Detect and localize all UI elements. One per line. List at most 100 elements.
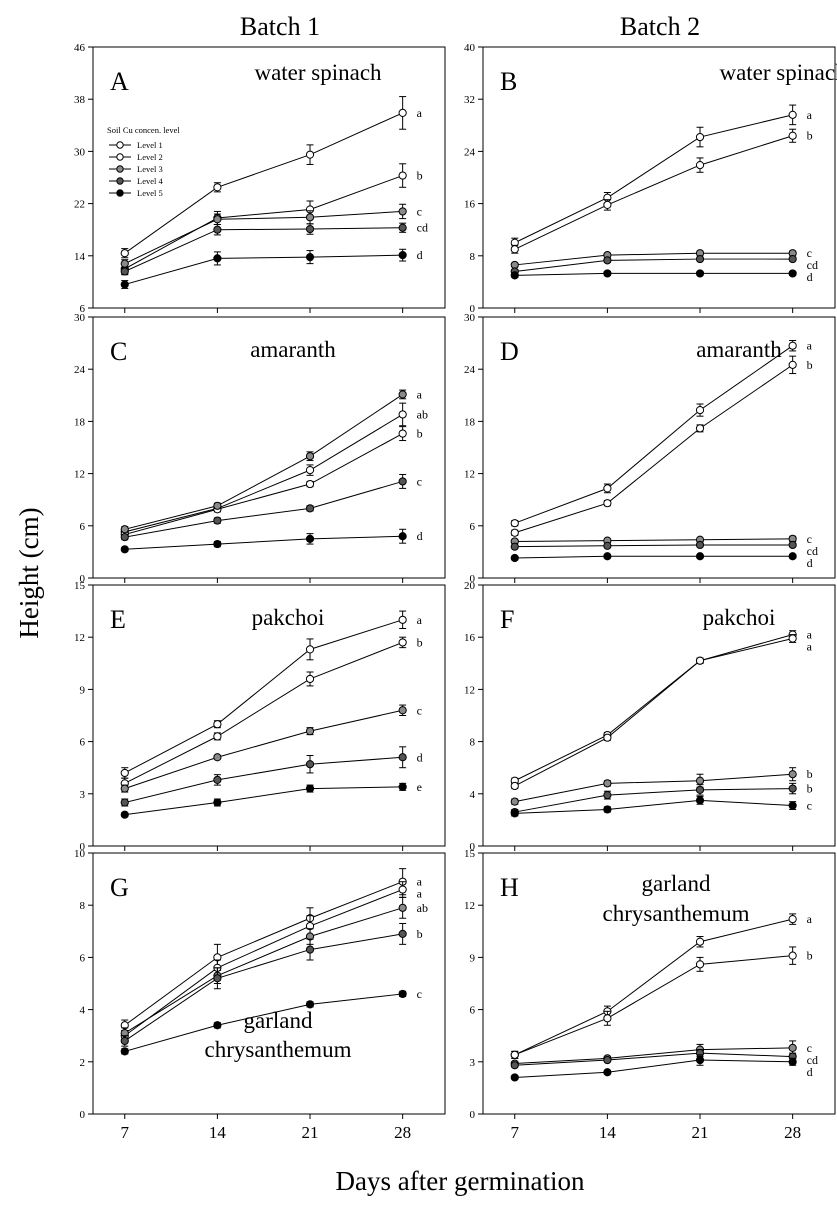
panel-g-sig-label-level-5: c — [417, 987, 422, 1001]
panel-h: 0 3 6 9 12 15 7 14 21 28 H garland chrysanthemum a b cc… — [464, 848, 836, 1142]
panel-d-series-level-2-point — [510, 528, 519, 537]
panel-d-series-level-4-point — [695, 540, 705, 550]
panel-b-series-level-3-line — [514, 252, 793, 266]
panel-d-ytick-label: 24 — [464, 364, 476, 376]
panel-e-sig-label-level-2: b — [417, 635, 423, 649]
panel-d-sig-label-level-1: a — [807, 339, 813, 353]
panel-f-sig-label-level-3: b — [807, 767, 813, 781]
panel-e-ytick-label: 9 — [80, 684, 86, 696]
panel-h-sig-label-level-3: c — [807, 1041, 812, 1055]
panel-h-series-level-5-point — [510, 1073, 519, 1082]
panel-e-series-level-5-point — [305, 784, 315, 793]
panel-a-sig-label-level-2: b — [417, 169, 423, 183]
panel-a-ytick-label: 22 — [74, 199, 85, 211]
panel-b-series-level-5-point — [695, 269, 705, 278]
panel-c-series-level-4-line — [124, 480, 403, 538]
panel-c-series-level-4-point — [213, 516, 222, 525]
panel-d-series-level-3-line — [514, 538, 793, 542]
panel-b-series-level-1-point — [788, 110, 797, 119]
panel-d-series-level-4-point — [788, 540, 797, 550]
panel-b-series-level-1-line — [514, 114, 793, 244]
panel-a-series-level-2-point — [398, 171, 407, 180]
panel-e-title-line: pakchoi — [252, 605, 325, 630]
panel-c-series-level-4-point — [120, 533, 129, 542]
panel-a-ytick-label: 46 — [74, 42, 86, 54]
panel-h-series-level-5-point — [603, 1068, 612, 1077]
panel-h-series-level-1-point — [695, 937, 705, 946]
panel-f-series-level-4 — [510, 782, 797, 817]
panel-h-ytick-label: 3 — [470, 1057, 476, 1069]
panel-a-series-level-4 — [120, 222, 407, 276]
panel-h-ytick-label: 15 — [464, 848, 476, 860]
panel-c-letter: C — [110, 337, 127, 366]
panel-d-ytick-label: 30 — [464, 312, 476, 324]
panel-c-sig-label-level-4: c — [417, 474, 422, 488]
panel-f-series-level-3-point — [510, 797, 519, 806]
panel-b-sig-label-level-3: c — [807, 246, 812, 260]
panel-h-series-level-5 — [510, 1054, 797, 1082]
panel-h-letter: H — [500, 873, 519, 902]
panel-h-series-level-4-point — [603, 1055, 612, 1065]
panel-d-series-level-4 — [510, 540, 797, 551]
panel-c-series-level-3-point — [213, 501, 222, 510]
panel-h-series-level-1-line — [514, 918, 793, 1056]
legend-swatch-marker — [116, 153, 124, 161]
panel-d-series-level-1 — [510, 339, 797, 528]
panel-a-frame — [92, 46, 446, 309]
panel-e-series-level-3-point — [305, 727, 315, 736]
panel-e-series-level-4 — [120, 746, 407, 807]
panel-e-series-level-5-point — [213, 798, 222, 807]
panel-g-ytick-label: 8 — [80, 900, 86, 912]
panel-f-series-level-3-point — [695, 776, 705, 785]
panel-g-xtick-label: 7 — [121, 1123, 130, 1142]
panel-a-series-level-3-point — [120, 259, 129, 268]
panel-d-series-level-4-point — [510, 542, 519, 551]
panel-e-series-level-5-point — [398, 782, 407, 791]
panel-f-series-level-2-point — [603, 733, 612, 742]
panel-e-series-level-1-point — [120, 768, 129, 778]
panel-e-series-level-1-point — [213, 720, 222, 729]
panel-f-sig-label-level-5: c — [807, 799, 812, 813]
panel-d-series-level-2 — [510, 355, 797, 537]
panel-b-series-level-2-point — [603, 200, 612, 210]
panel-g-series-level-5 — [120, 989, 407, 1056]
panel-b-letter: B — [500, 67, 517, 96]
panel-b-sig-label-level-5: d — [807, 270, 813, 284]
panel-d-sig-label-level-3: c — [807, 532, 812, 546]
panel-c-ytick-label: 18 — [74, 416, 86, 428]
panel-g-title-line: garland — [244, 1008, 313, 1033]
panel-g-xtick-label: 28 — [394, 1123, 411, 1142]
panel-g-series-level-1 — [120, 868, 407, 1031]
panel-f-series-level-4-point — [695, 785, 705, 794]
panel-c-series-level-3-line — [124, 394, 403, 530]
panel-d-ytick-label: 0 — [470, 573, 476, 585]
legend-entry-level-5: Level 5 — [137, 188, 163, 198]
panel-g-sig-label-level-3: ab — [417, 901, 428, 915]
panel-h-ytick-label: 6 — [470, 1005, 476, 1017]
column-title-batch-1: Batch 1 — [240, 12, 320, 41]
panel-d-series-level-2-point — [603, 499, 612, 508]
panel-e-series-level-2-line — [124, 641, 403, 784]
panel-a-series-level-1 — [120, 96, 407, 259]
panel-f-ytick-label: 12 — [464, 684, 475, 696]
panel-d-series-level-5-point — [603, 552, 612, 561]
panel-a-series-level-5-line — [124, 254, 403, 285]
panel-h-xtick-label: 7 — [511, 1123, 520, 1142]
panel-h-ytick-label: 9 — [470, 952, 476, 964]
panel-f-series-level-5-point — [510, 809, 519, 818]
panel-e-series-level-3-point — [120, 784, 129, 793]
panel-b-series-level-4 — [510, 254, 797, 276]
panel-g-sig-label-level-2: a — [417, 887, 423, 901]
panel-e-ytick-label: 0 — [80, 841, 86, 853]
legend-entry-level-2: Level 2 — [137, 152, 163, 162]
panel-b-frame — [482, 46, 836, 309]
panel-d-series-level-1-point — [788, 341, 797, 350]
panel-e-sig-label-level-4: d — [417, 750, 423, 764]
panel-e-series-level-3 — [120, 704, 407, 793]
panel-a-series-level-4-point — [398, 223, 407, 232]
panel-b-sig-label-level-1: a — [807, 108, 813, 122]
